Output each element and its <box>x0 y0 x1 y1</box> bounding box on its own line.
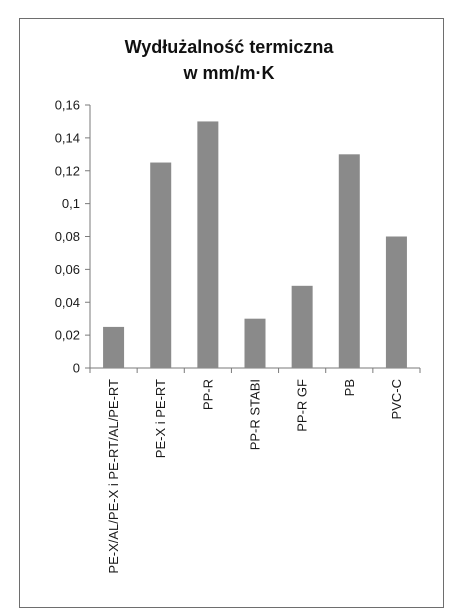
x-tick-label: PE-X i PE-RT <box>153 379 168 458</box>
chart-title: Wydłużalność termiczna <box>125 37 335 57</box>
bar <box>197 121 219 368</box>
y-tick-label: 0 <box>73 361 80 376</box>
bar <box>244 318 266 368</box>
y-tick-label: 0,08 <box>55 229 80 244</box>
bar-chart: Wydłużalność termiczna w mm/m·K 0 0,02 0,0… <box>55 37 421 574</box>
y-tick-label: 0,06 <box>55 262 80 277</box>
bar <box>103 326 125 368</box>
x-tick-label: PB <box>342 379 357 396</box>
y-tick-label: 0,14 <box>55 130 80 145</box>
bar-series <box>103 121 407 368</box>
x-axis <box>89 367 421 373</box>
chart-subtitle: w mm/m·K <box>182 63 274 83</box>
bar <box>385 236 407 368</box>
y-tick-labels: 0 0,02 0,04 0,06 0,08 0,1 0,12 0,14 0,16 <box>55 98 80 376</box>
bar <box>338 154 360 368</box>
x-tick-label: PVC-C <box>389 379 404 419</box>
y-tick-label: 0,02 <box>55 328 80 343</box>
chart-frame: Wydłużalność termiczna w mm/m·K 0 0,02 0,0… <box>19 18 444 608</box>
bar <box>150 162 172 368</box>
y-tick-label: 0,12 <box>55 163 80 178</box>
y-tick-label: 0,16 <box>55 98 80 113</box>
y-tick-label: 0,04 <box>55 295 80 310</box>
x-tick-labels: PE-X/AL/PE-X i PE-RT/AL/PE-RT PE-X i PE-R… <box>106 379 404 574</box>
y-axis <box>85 104 91 369</box>
x-tick-label: PE-X/AL/PE-X i PE-RT/AL/PE-RT <box>106 379 121 574</box>
y-tick-label: 0,1 <box>62 196 80 211</box>
x-tick-label: PP-R <box>200 379 215 410</box>
x-tick-label: PP-R GF <box>295 379 310 432</box>
x-tick-label: PP-R STABI <box>248 379 263 450</box>
bar <box>291 285 313 368</box>
